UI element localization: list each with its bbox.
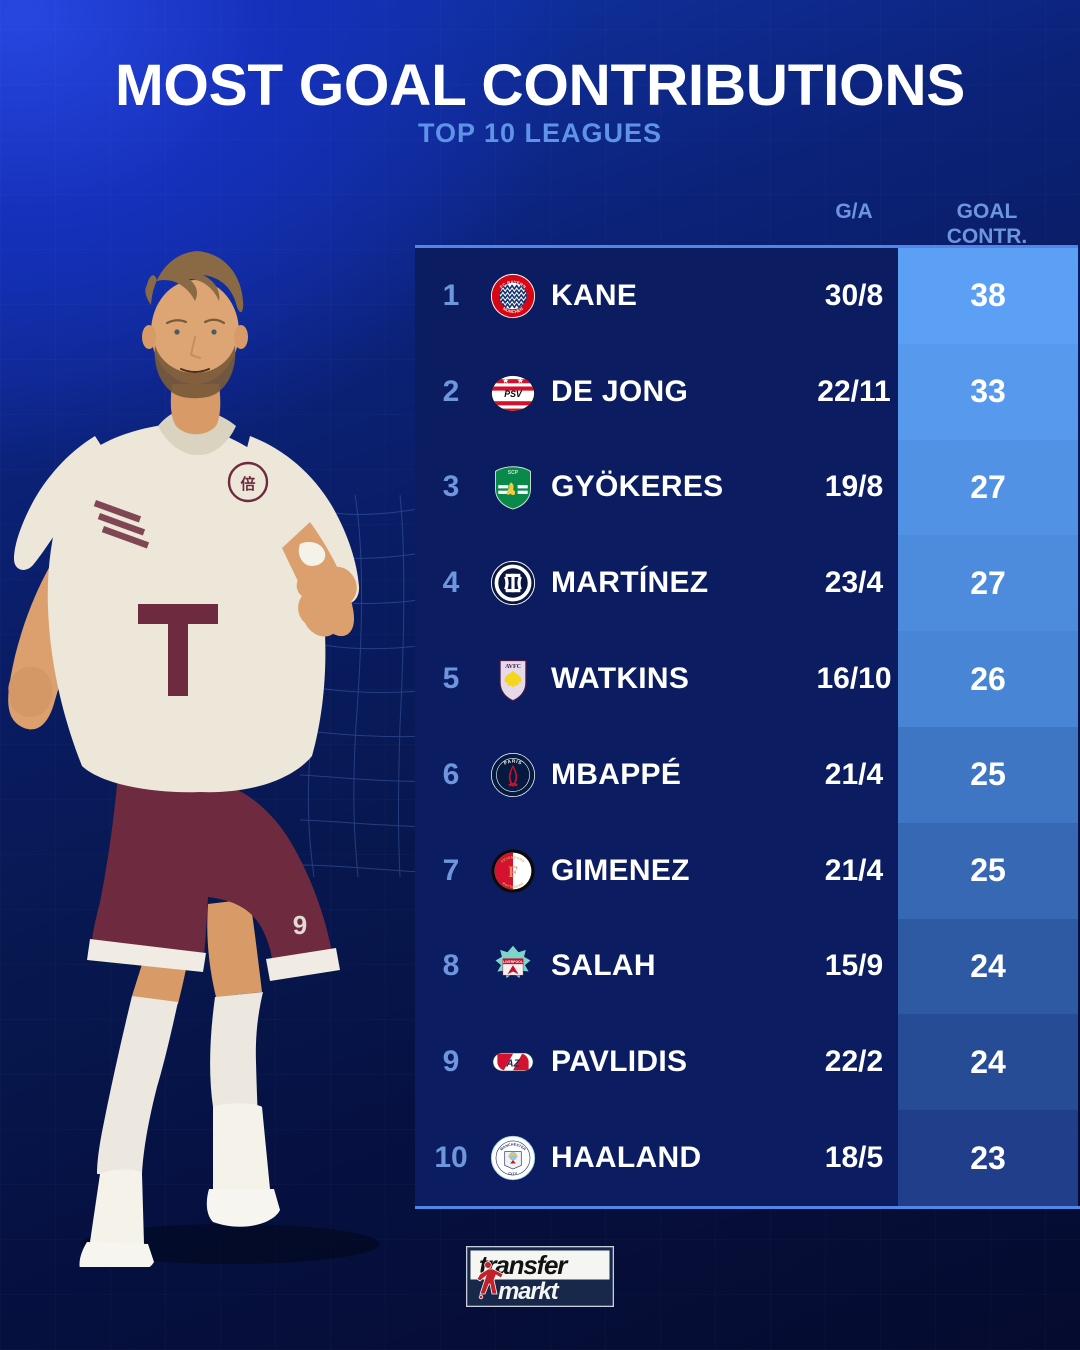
svg-text:markt: markt (498, 1278, 560, 1305)
